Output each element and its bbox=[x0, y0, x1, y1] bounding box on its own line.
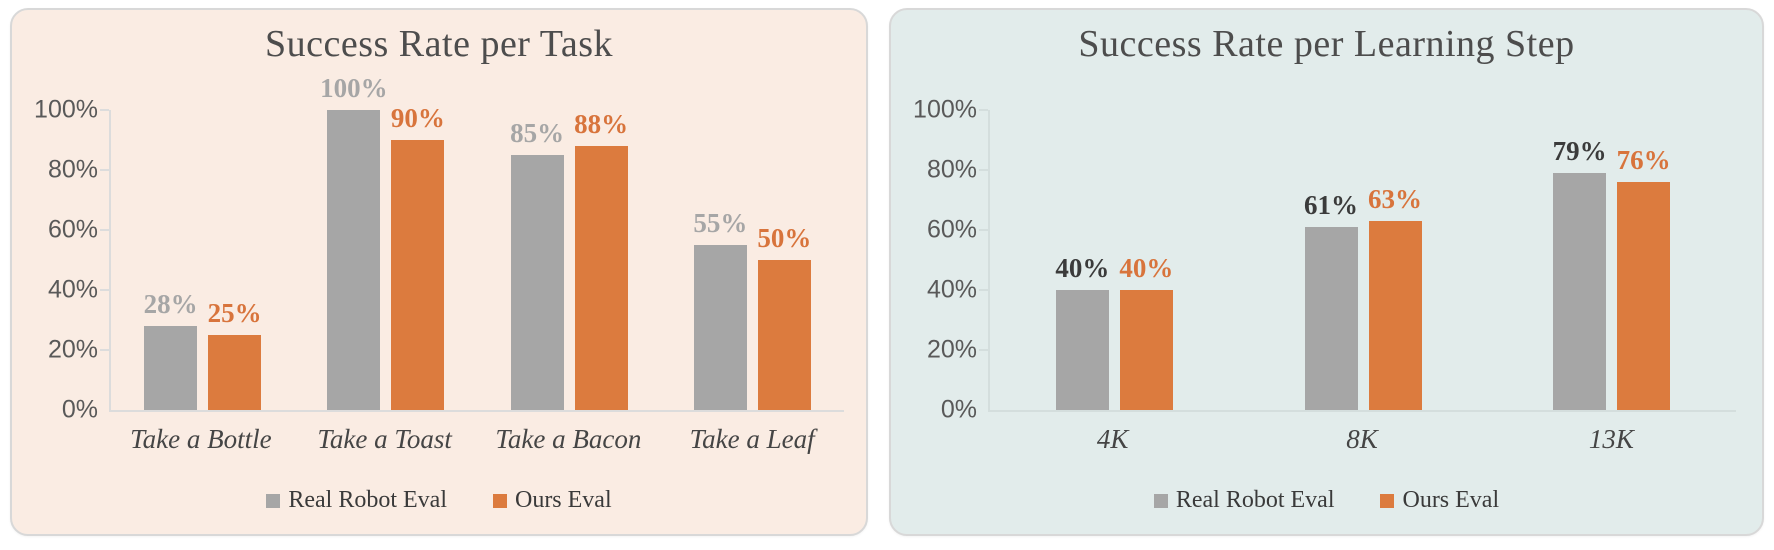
bar-ours-eval: 50% bbox=[757, 225, 811, 410]
bar-real-robot-eval: 55% bbox=[693, 210, 747, 410]
bar-group: 55% 50% bbox=[661, 210, 844, 410]
y-axis-tick bbox=[100, 229, 109, 231]
bar-value-label: 100% bbox=[320, 73, 388, 103]
y-axis-tick-label: 60% bbox=[926, 215, 977, 244]
chart-title: Success Rate per Learning Step bbox=[1078, 23, 1575, 65]
y-axis-tick-label: 60% bbox=[47, 215, 98, 244]
y-axis-tick-label: 100% bbox=[913, 95, 977, 124]
bar-value-label: 61% bbox=[1304, 190, 1358, 220]
plot-area: 28% 25% 100% 90% 85% 88% 55% 50% bbox=[100, 75, 844, 412]
y-axis-tick bbox=[979, 229, 988, 231]
y-axis-tick-label: 40% bbox=[47, 275, 98, 304]
x-axis: 4K 8K 13K bbox=[988, 424, 1736, 455]
chart-title: Success Rate per Task bbox=[265, 23, 613, 65]
bar-ours-eval: 88% bbox=[574, 111, 628, 410]
bar-value-label: 63% bbox=[1368, 184, 1422, 214]
bar-value-label: 88% bbox=[574, 109, 629, 139]
legend-label: Real Robot Eval bbox=[288, 487, 447, 513]
y-axis-tick-label: 100% bbox=[34, 95, 98, 124]
legend-swatch-icon bbox=[266, 493, 281, 508]
legend-label: Ours Eval bbox=[514, 487, 612, 513]
legend-item: Real Robot Eval bbox=[266, 487, 447, 514]
x-category-label: 4K bbox=[1096, 424, 1129, 454]
y-axis-tick bbox=[100, 109, 109, 111]
y-axis: 0% 20% 40% 60% 80% 100% bbox=[891, 97, 977, 422]
bar-real-robot-eval: 100% bbox=[320, 75, 388, 410]
legend-label: Ours Eval bbox=[1402, 487, 1500, 513]
y-axis-tick-label: 0% bbox=[61, 395, 98, 424]
bar-value-label: 40% bbox=[1055, 253, 1110, 283]
y-axis-tick bbox=[979, 109, 988, 111]
y-axis-tick bbox=[100, 169, 109, 171]
bar-real-robot-eval: 79% bbox=[1553, 138, 1607, 410]
legend-swatch-icon bbox=[1153, 493, 1168, 508]
bar-group: 61% 63% bbox=[1239, 186, 1488, 410]
x-category-label: 8K bbox=[1346, 424, 1378, 454]
bar-group: 85% 88% bbox=[478, 111, 661, 410]
x-category-label: 13K bbox=[1588, 424, 1634, 454]
bar-value-label: 40% bbox=[1119, 253, 1174, 283]
legend-item: Ours Eval bbox=[1380, 487, 1499, 514]
chart-panel-success-rate-per-task: Success Rate per Task 0% 20% 40% 60% 80% 100%… bbox=[10, 8, 868, 536]
y-axis: 0% 20% 40% 60% 80% 100% bbox=[12, 97, 98, 422]
bar-group: 100% 90% bbox=[294, 75, 477, 410]
x-category-label: Take a Leaf bbox=[689, 424, 815, 454]
bar-ours-eval: 40% bbox=[1119, 255, 1173, 410]
legend-item: Ours Eval bbox=[492, 487, 612, 514]
bar-value-label: 90% bbox=[390, 103, 445, 133]
x-category-label: Take a Bacon bbox=[495, 424, 642, 454]
y-axis-tick-label: 80% bbox=[47, 155, 98, 184]
y-axis-tick bbox=[100, 289, 109, 291]
y-axis-tick-label: 40% bbox=[926, 275, 977, 304]
bar-real-robot-eval: 28% bbox=[144, 291, 198, 410]
legend-label: Real Robot Eval bbox=[1175, 487, 1335, 513]
bar-groups: 28% 25% 100% 90% 85% 88% 55% 50% bbox=[111, 75, 844, 410]
bar-group: 79% 76% bbox=[1487, 138, 1736, 410]
bar-value-label: 25% bbox=[207, 298, 262, 328]
y-axis-tick-label: 80% bbox=[926, 155, 977, 184]
legend: Real Robot Eval Ours Eval bbox=[891, 487, 1762, 514]
bar-value-label: 76% bbox=[1616, 145, 1671, 175]
y-axis-tick bbox=[979, 289, 988, 291]
legend: Real Robot Eval Ours Eval bbox=[12, 487, 866, 514]
chart-panel-success-rate-per-learning-step: Success Rate per Learning Step 0% 20% 40% 6… bbox=[889, 8, 1764, 536]
y-axis-tick-label: 20% bbox=[926, 335, 977, 364]
bar-groups: 40% 40% 61% 63% 79% 76% bbox=[990, 110, 1736, 410]
x-axis: Take a Bottle Take a Toast Take a Bacon Tak… bbox=[109, 424, 844, 455]
bar-real-robot-eval: 85% bbox=[510, 120, 564, 410]
y-axis-tick bbox=[100, 349, 109, 351]
x-category-label: Take a Bottle bbox=[130, 424, 272, 454]
bar-real-robot-eval: 40% bbox=[1055, 255, 1109, 410]
legend-swatch-icon bbox=[1380, 493, 1395, 508]
bar-value-label: 85% bbox=[510, 118, 565, 148]
bar-ours-eval: 76% bbox=[1617, 147, 1671, 410]
bar-value-label: 50% bbox=[757, 223, 812, 253]
bar-real-robot-eval: 61% bbox=[1304, 192, 1358, 410]
bar-group: 40% 40% bbox=[990, 255, 1239, 410]
bar-value-label: 28% bbox=[143, 289, 198, 319]
y-axis-tick bbox=[979, 169, 988, 171]
bar-value-label: 79% bbox=[1552, 136, 1607, 166]
bar-group: 28% 25% bbox=[111, 291, 294, 410]
plot-area: 40% 40% 61% 63% 79% 76% bbox=[979, 109, 1736, 412]
y-axis-tick-label: 20% bbox=[47, 335, 98, 364]
legend-item: Real Robot Eval bbox=[1153, 487, 1335, 514]
y-axis-tick bbox=[979, 349, 988, 351]
bar-ours-eval: 25% bbox=[208, 300, 262, 410]
bar-ours-eval: 63% bbox=[1368, 186, 1422, 410]
bar-ours-eval: 90% bbox=[391, 105, 445, 410]
legend-swatch-icon bbox=[492, 493, 507, 508]
x-category-label: Take a Toast bbox=[317, 424, 452, 454]
y-axis-tick-label: 0% bbox=[940, 395, 977, 424]
bar-value-label: 55% bbox=[693, 208, 748, 238]
